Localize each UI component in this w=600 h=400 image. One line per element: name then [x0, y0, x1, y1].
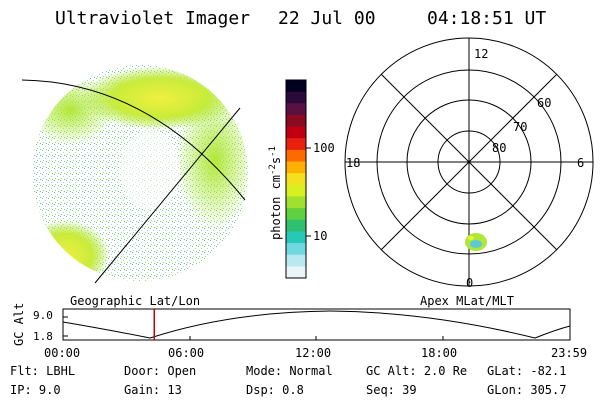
colorbar-band [286, 114, 306, 128]
lat-line [21, 79, 246, 201]
altitude-plot [62, 308, 571, 341]
colorbar-band [286, 80, 306, 93]
colorbar-band [286, 243, 306, 256]
apex-label: Apex MLat/MLT [420, 294, 514, 308]
colorbar-band [286, 219, 306, 232]
geographic-label: Geographic Lat/Lon [70, 294, 201, 308]
ip-info: IP: 9.0 [10, 383, 61, 397]
colorbar-tick-100: 100 [313, 141, 335, 155]
colorbar-band [286, 266, 306, 279]
colorbar-band [286, 196, 306, 209]
time-tick-1200: 12:00 [295, 346, 332, 360]
glat-info: GLat: -82.1 [487, 364, 567, 378]
uv-image-disc [32, 65, 248, 281]
glon-info: GLon: 305.7 [487, 383, 567, 397]
colorbar-tick-10: 10 [313, 229, 328, 243]
colorbar-band [286, 149, 306, 163]
door-info: Door: Open [124, 364, 197, 378]
colorbar-band [286, 103, 306, 116]
colorbar-band [286, 91, 306, 104]
app-title: Ultraviolet Imager [55, 8, 251, 29]
time-tick-2359: 23:59 [551, 346, 588, 360]
time-tick-1800: 18:00 [421, 346, 458, 360]
colorbar-band [286, 231, 306, 244]
alt-tick-1-8: 1.8 [33, 330, 53, 343]
time-label: 04:18:51 UT [427, 8, 547, 29]
dsp-info: Dsp: 0.8 [246, 383, 304, 397]
mlt-label-6: 6 [577, 156, 585, 170]
mlat-label-80: 80 [492, 141, 507, 155]
flt-info: Flt: LBHL [10, 364, 76, 378]
gcalt-axis-label: GC Alt [12, 302, 26, 346]
colorbar-band [286, 161, 306, 174]
mlt-label-12: 12 [474, 47, 489, 61]
colorbar-band [286, 138, 306, 151]
mlt-label-18: 18 [346, 156, 361, 170]
mlat-label-60: 60 [537, 96, 552, 110]
gcalt-info: GC Alt: 2.0 Re [366, 364, 468, 378]
mode-info: Mode: Normal [246, 364, 333, 378]
time-tick-0600: 06:00 [168, 346, 205, 360]
mlat-label-70: 70 [513, 120, 528, 134]
colorbar-band [286, 126, 306, 139]
colorbar-band [286, 254, 306, 267]
mlt-label-0: 0 [466, 276, 474, 290]
seq-info: Seq: 39 [366, 383, 417, 397]
time-tick-0000: 00:00 [44, 346, 81, 360]
colorbar-band [286, 208, 306, 221]
colorbar-unit: photon cm-2s-1 [268, 146, 283, 240]
colorbar-band [286, 184, 306, 197]
alt-tick-9: 9.0 [33, 309, 53, 322]
polar-plot [344, 37, 594, 287]
color-bar [286, 80, 306, 279]
colorbar-band [286, 173, 306, 186]
lon-line [94, 107, 241, 284]
date-label: 22 Jul 00 [278, 8, 376, 29]
gain-info: Gain: 13 [124, 383, 182, 397]
